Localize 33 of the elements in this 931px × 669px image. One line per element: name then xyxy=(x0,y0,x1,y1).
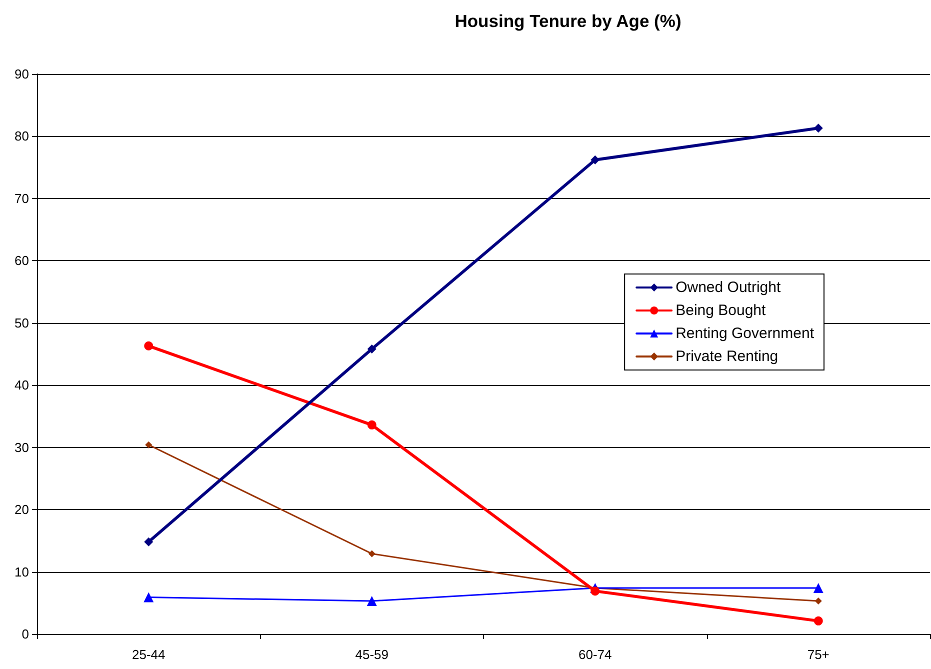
point xyxy=(144,341,154,350)
point xyxy=(144,592,154,602)
x-tick-label: 60-74 xyxy=(578,647,612,662)
chart-title: Housing Tenure by Age (%) xyxy=(454,11,682,31)
legend-label: Being Bought xyxy=(676,302,766,319)
y-tick-label: 60 xyxy=(14,253,29,268)
point xyxy=(366,596,377,606)
point xyxy=(590,586,600,596)
point xyxy=(813,582,824,593)
point xyxy=(367,420,376,430)
point xyxy=(367,344,376,354)
y-tick-label: 30 xyxy=(14,440,29,455)
point xyxy=(368,550,376,558)
y-tick-label: 20 xyxy=(14,502,29,518)
x-tick-label: 45-59 xyxy=(355,647,388,662)
y-tick-label: 10 xyxy=(14,564,29,580)
x-tick-label: 25-44 xyxy=(132,647,166,662)
point xyxy=(814,616,823,626)
point xyxy=(814,124,823,133)
y-tick-label: 80 xyxy=(14,128,29,144)
point xyxy=(145,441,152,448)
y-tick-label: 90 xyxy=(14,66,29,82)
y-tick-label: 40 xyxy=(14,378,29,393)
y-tick-label: 0 xyxy=(22,626,29,642)
x-tick-label: 75+ xyxy=(807,647,830,662)
point xyxy=(590,155,600,164)
y-tick-label: 50 xyxy=(14,315,29,330)
y-tick-label: 70 xyxy=(14,190,29,206)
point xyxy=(144,537,154,546)
legend-label: Owned Outright xyxy=(676,279,782,296)
point xyxy=(814,598,822,605)
legend-label: Renting Government xyxy=(676,325,815,342)
legend-label: Private Renting xyxy=(676,348,778,365)
